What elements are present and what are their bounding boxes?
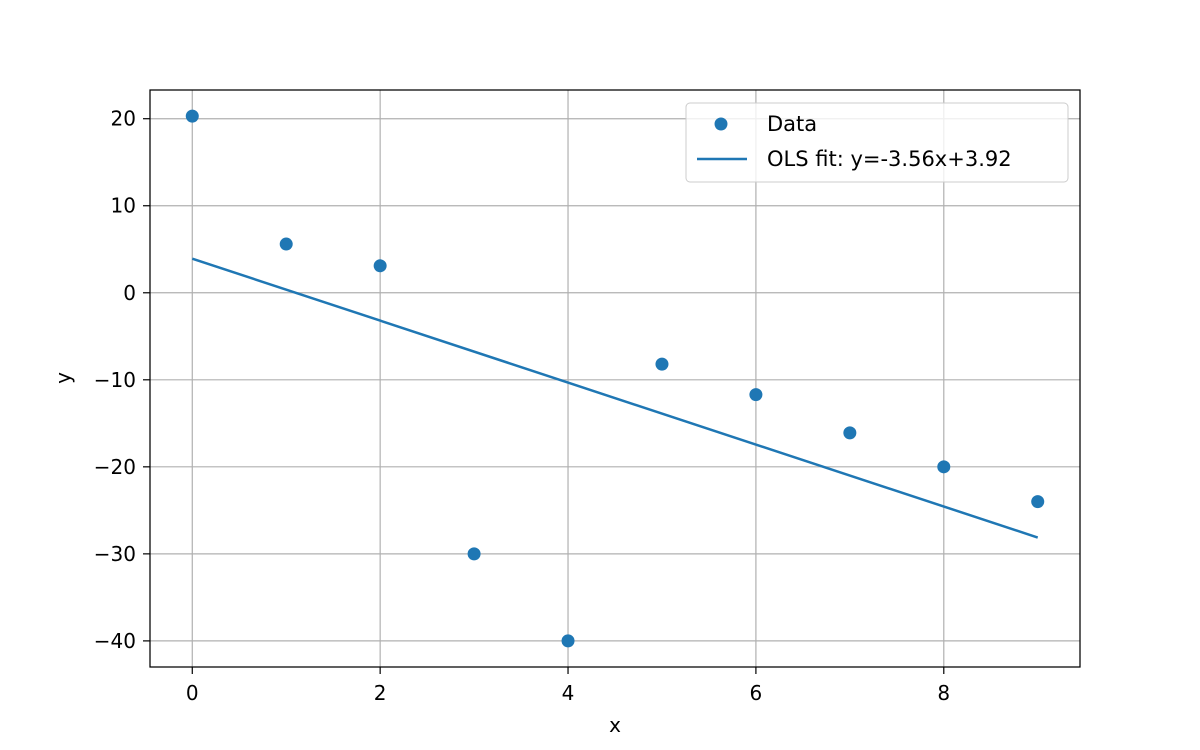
fit-line-layer bbox=[191, 257, 1039, 539]
y-tick-label: 20 bbox=[111, 107, 136, 131]
data-point bbox=[185, 109, 199, 123]
y-axis-label: y bbox=[51, 372, 75, 384]
legend-frame bbox=[685, 102, 1069, 183]
grid bbox=[150, 90, 1080, 667]
y-tick-label: 0 bbox=[123, 281, 136, 305]
legend-marker-data bbox=[714, 117, 728, 131]
y-tick-label: 10 bbox=[111, 194, 136, 218]
x-tick-label: 8 bbox=[937, 681, 950, 705]
x-axis-label: x bbox=[609, 713, 621, 737]
y-tick-label: −20 bbox=[94, 455, 136, 479]
y-tick-label: −30 bbox=[94, 542, 136, 566]
x-tick-label: 0 bbox=[186, 681, 199, 705]
x-tick-label: 4 bbox=[562, 681, 575, 705]
data-point bbox=[749, 388, 763, 402]
data-point bbox=[843, 426, 857, 440]
legend: Data OLS fit: y=-3.56x+3.92 bbox=[685, 102, 1069, 183]
plot-frame bbox=[149, 89, 1081, 668]
tick-layer: 0 2 4 6 8 20 10 0 −10 −20 −30 −40 bbox=[94, 107, 950, 705]
data-points-layer bbox=[185, 109, 1045, 648]
data-point bbox=[373, 259, 387, 273]
y-tick-label: −40 bbox=[94, 629, 136, 653]
data-point bbox=[655, 357, 669, 371]
ols-fit-line bbox=[191, 257, 1039, 539]
data-point bbox=[467, 547, 481, 561]
data-point bbox=[561, 634, 575, 648]
plot-area bbox=[150, 90, 1080, 667]
data-point bbox=[937, 460, 951, 474]
data-point bbox=[279, 237, 293, 251]
legend-label-data: Data bbox=[767, 112, 817, 136]
x-tick-label: 2 bbox=[374, 681, 387, 705]
legend-label-fit: OLS fit: y=-3.56x+3.92 bbox=[767, 147, 1012, 171]
x-tick-label: 6 bbox=[750, 681, 763, 705]
data-point bbox=[1031, 495, 1045, 509]
y-tick-label: −10 bbox=[94, 368, 136, 392]
